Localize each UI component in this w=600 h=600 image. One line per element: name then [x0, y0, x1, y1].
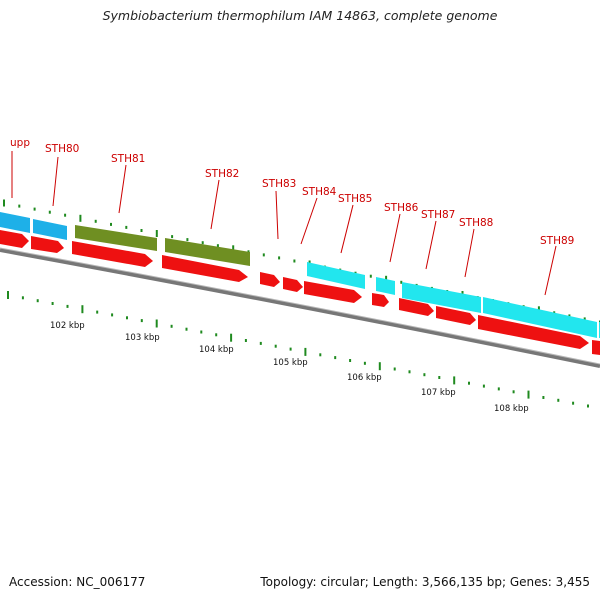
accession-text: Accession: NC_006177 [9, 575, 146, 589]
scale-labels: 102 kbp 103 kbp 104 kbp 105 kbp 106 kbp … [50, 321, 529, 414]
gene-label-sth89: STH89 [540, 235, 574, 247]
callout-sth80 [52, 156, 59, 207]
callout-sth83 [275, 190, 279, 240]
cds-arrow-8 [372, 293, 389, 307]
scale-label: 107 kbp [421, 388, 456, 398]
feature-block-olive-2 [165, 238, 250, 266]
cds-arrow-10 [436, 306, 476, 325]
feature-track [0, 212, 600, 338]
cds-arrow-1 [0, 230, 29, 248]
scale-label: 106 kbp [347, 373, 382, 383]
gene-label-sth81: STH81 [111, 153, 145, 165]
gene-label-sth84: STH84 [302, 186, 337, 198]
genome-summary-text: Topology: circular; Length: 3,566,135 bp… [260, 575, 590, 589]
cds-track [0, 230, 600, 355]
callout-sth82 [210, 179, 220, 230]
cds-arrow-12 [592, 340, 600, 355]
gene-label-sth80: STH80 [45, 143, 79, 155]
feature-block-cyan-3 [402, 282, 481, 313]
callout-sth89 [544, 245, 557, 296]
cds-arrow-2 [31, 236, 64, 253]
callout-sth86 [389, 213, 401, 263]
gene-label-sth83: STH83 [262, 178, 296, 190]
feature-block-blue-1 [0, 212, 30, 233]
callout-sth88 [464, 228, 475, 278]
scale-label: 105 kbp [273, 358, 308, 368]
cds-arrow-3 [72, 241, 153, 267]
feature-block-cyan-1 [307, 262, 365, 289]
callout-sth81 [118, 164, 127, 214]
feature-block-cyan-2 [376, 277, 395, 295]
cds-arrow-4 [162, 255, 248, 282]
cds-arrow-11 [478, 315, 589, 349]
scale-label: 104 kbp [199, 345, 234, 355]
gene-label-upp: upp [10, 137, 30, 149]
gene-callouts [11, 151, 557, 296]
genome-backbone [0, 248, 600, 368]
map-title: Symbiobacterium thermophilum IAM 14863, … [102, 8, 498, 23]
cds-arrow-7 [304, 281, 362, 303]
gene-label-sth86: STH86 [384, 202, 419, 214]
gene-label-sth88: STH88 [459, 217, 493, 229]
gene-label-sth82: STH82 [205, 168, 239, 180]
feature-block-cyan-4 [483, 297, 597, 338]
gene-labels: upp STH80 STH81 STH82 STH83 STH84 STH85 … [10, 137, 574, 247]
genome-backbone-highlight [0, 247, 600, 365]
feature-block-olive-1 [75, 225, 157, 251]
gene-label-sth87: STH87 [421, 209, 455, 221]
scale-label: 108 kbp [494, 404, 529, 414]
callout-sth85 [340, 204, 354, 254]
cds-arrow-6 [283, 277, 303, 292]
scale-label: 102 kbp [50, 321, 85, 331]
gene-label-sth85: STH85 [338, 193, 372, 205]
feature-block-blue-2 [33, 219, 67, 240]
cds-arrow-5 [260, 272, 280, 287]
callout-sth84 [300, 197, 318, 245]
cds-arrow-9 [399, 298, 434, 316]
scale-label: 103 kbp [125, 333, 160, 343]
callout-sth87 [425, 220, 437, 270]
